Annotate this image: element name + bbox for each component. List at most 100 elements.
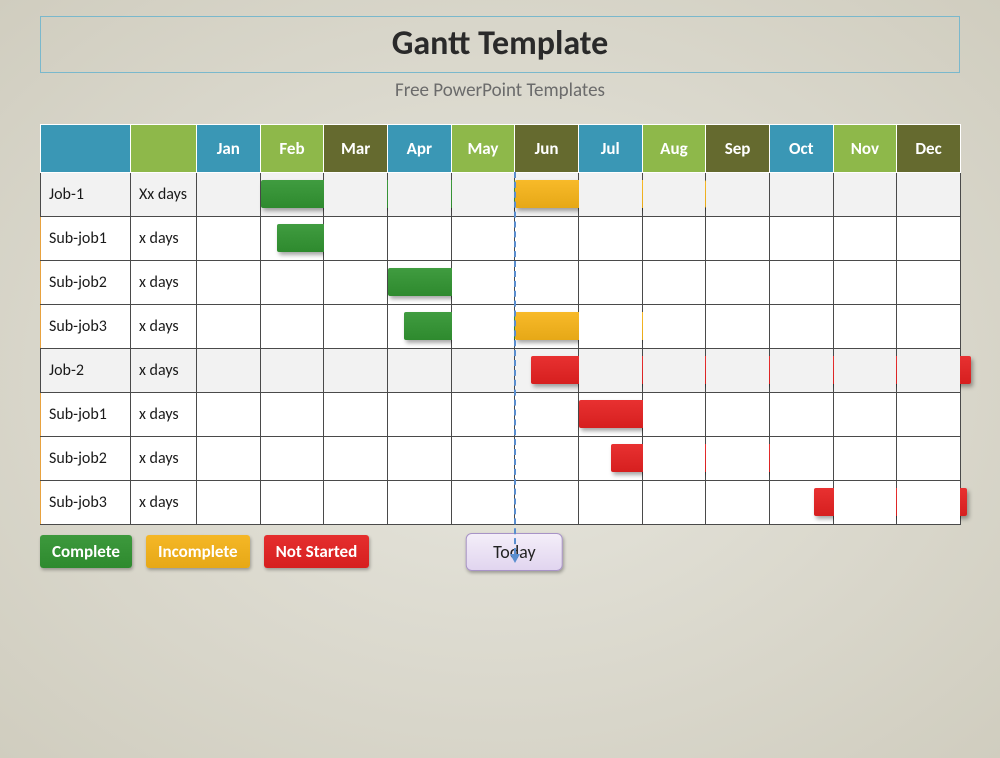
gantt-cell (897, 305, 961, 349)
gantt-cell (897, 349, 961, 393)
gantt-cell (324, 481, 388, 525)
gantt-cell (769, 261, 833, 305)
today-button[interactable]: Today (466, 533, 563, 571)
gantt-cell (324, 393, 388, 437)
gantt-cell (387, 349, 451, 393)
gantt-cell (642, 349, 706, 393)
gantt-cell (387, 305, 451, 349)
gantt-cell (769, 437, 833, 481)
gantt-cell (769, 217, 833, 261)
header-month-oct: Oct (769, 125, 833, 173)
gantt-row: Sub-job3x days (41, 305, 961, 349)
gantt-cell (451, 261, 515, 305)
gantt-table: JanFebMarAprMayJunJulAugSepOctNovDecJob-… (40, 124, 961, 525)
gantt-chart: JanFebMarAprMayJunJulAugSepOctNovDecJob-… (40, 124, 960, 525)
gantt-cell (897, 261, 961, 305)
gantt-row: Sub-job3x days (41, 481, 961, 525)
row-name: Sub-job2 (41, 261, 131, 305)
gantt-cell (387, 261, 451, 305)
header-month-jan: Jan (197, 125, 261, 173)
gantt-row: Job-2x days (41, 349, 961, 393)
gantt-cell (833, 393, 897, 437)
row-name: Sub-job2 (41, 437, 131, 481)
gantt-cell (833, 173, 897, 217)
gantt-cell (197, 437, 261, 481)
row-name: Sub-job1 (41, 393, 131, 437)
legend-not started: Not Started (264, 535, 370, 568)
gantt-cell (324, 261, 388, 305)
gantt-cell (451, 173, 515, 217)
gantt-cell (706, 437, 770, 481)
gantt-cell (642, 261, 706, 305)
gantt-cell (642, 217, 706, 261)
gantt-cell (260, 481, 324, 525)
gantt-cell (833, 349, 897, 393)
gantt-cell (578, 481, 642, 525)
gantt-cell (515, 173, 579, 217)
gantt-cell (260, 217, 324, 261)
gantt-cell (260, 305, 324, 349)
gantt-cell (642, 305, 706, 349)
gantt-cell (897, 481, 961, 525)
gantt-cell (706, 349, 770, 393)
gantt-cell (706, 393, 770, 437)
header-corner (41, 125, 131, 173)
gantt-cell (451, 481, 515, 525)
gantt-cell (387, 481, 451, 525)
row-name: Job-2 (41, 349, 131, 393)
row-days: x days (131, 349, 197, 393)
gantt-cell (769, 481, 833, 525)
header-month-jun: Jun (515, 125, 579, 173)
gantt-cell (578, 173, 642, 217)
gantt-row: Sub-job1x days (41, 393, 961, 437)
gantt-cell (324, 173, 388, 217)
legend-incomplete: Incomplete (146, 535, 250, 568)
row-days: x days (131, 261, 197, 305)
gantt-cell (197, 349, 261, 393)
header-month-dec: Dec (897, 125, 961, 173)
row-name: Sub-job3 (41, 481, 131, 525)
gantt-cell (578, 261, 642, 305)
gantt-cell (769, 305, 833, 349)
subtitle: Free PowerPoint Templates (0, 79, 1000, 102)
row-days: x days (131, 217, 197, 261)
gantt-cell (515, 349, 579, 393)
gantt-cell (578, 305, 642, 349)
gantt-cell (515, 393, 579, 437)
gantt-cell (833, 217, 897, 261)
gantt-cell (706, 173, 770, 217)
gantt-cell (451, 437, 515, 481)
gantt-cell (897, 217, 961, 261)
gantt-cell (833, 261, 897, 305)
gantt-cell (324, 305, 388, 349)
row-days: x days (131, 393, 197, 437)
gantt-cell (897, 173, 961, 217)
gantt-cell (642, 173, 706, 217)
gantt-cell (706, 261, 770, 305)
gantt-cell (260, 349, 324, 393)
gantt-cell (833, 437, 897, 481)
gantt-cell (515, 481, 579, 525)
gantt-cell (642, 393, 706, 437)
today-arrow-icon (510, 554, 520, 563)
gantt-cell (706, 217, 770, 261)
legend-row: CompleteIncompleteNot StartedToday (40, 535, 960, 568)
row-name: Sub-job1 (41, 217, 131, 261)
gantt-cell (642, 481, 706, 525)
row-days: x days (131, 481, 197, 525)
gantt-cell (324, 349, 388, 393)
title-box: Gantt Template (40, 16, 960, 73)
gantt-cell (769, 349, 833, 393)
gantt-cell (197, 481, 261, 525)
header-days-col (131, 125, 197, 173)
gantt-cell (769, 173, 833, 217)
gantt-cell (833, 481, 897, 525)
page-title: Gantt Template (41, 23, 959, 64)
header-month-aug: Aug (642, 125, 706, 173)
row-name: Job-1 (41, 173, 131, 217)
gantt-cell (578, 393, 642, 437)
gantt-cell (515, 305, 579, 349)
gantt-cell (897, 393, 961, 437)
gantt-cell (197, 173, 261, 217)
gantt-cell (769, 393, 833, 437)
